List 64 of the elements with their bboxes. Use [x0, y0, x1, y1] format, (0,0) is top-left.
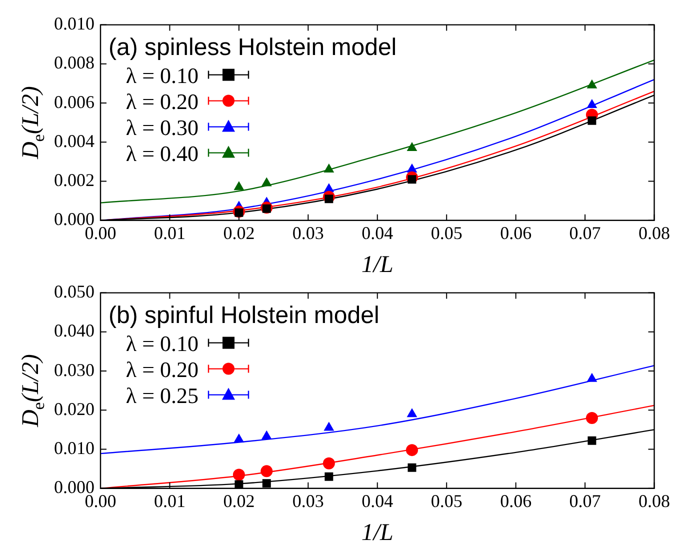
x-tick-label: 0.06: [500, 490, 532, 511]
x-tick-label: 0.01: [154, 490, 186, 511]
legend-label: λ = 0.10: [126, 330, 198, 356]
x-axis-title: 1/L: [361, 252, 394, 278]
point: [588, 116, 596, 125]
x-tick-label: 0.07: [569, 490, 601, 511]
point: [408, 463, 416, 472]
line-series: [100, 404, 654, 488]
x-tick-label: 0.04: [362, 222, 394, 243]
point: [261, 430, 272, 440]
y-tick-label: 0.020: [54, 398, 94, 419]
point: [406, 444, 418, 456]
y-tick-label: 0.030: [54, 360, 94, 380]
point: [232, 468, 245, 481]
y-tick-label: 0.002: [54, 170, 94, 190]
x-tick-label: 0.03: [292, 490, 324, 511]
y-tick-label: 0.008: [54, 52, 94, 73]
chart-title: (b) spinful Holstein model: [108, 302, 380, 329]
x-tick-label: 0.06: [500, 222, 532, 243]
x-tick-label: 0.05: [430, 490, 462, 511]
point: [586, 412, 598, 424]
legend-label: λ = 0.40: [126, 140, 198, 166]
y-axis-title: De(L/2): [18, 354, 48, 428]
x-tick-label: 0.04: [362, 490, 394, 511]
y-axis-title: De(L/2): [18, 86, 48, 160]
legend-label: λ = 0.10: [126, 62, 198, 88]
x-tick-label: 0.08: [638, 222, 670, 243]
y-tick-label: 0.006: [54, 92, 94, 112]
x-tick-label: 0.02: [223, 222, 255, 243]
x-tick-label: 0.01: [154, 222, 186, 243]
point: [586, 79, 598, 88]
point: [406, 142, 418, 152]
point: [406, 408, 418, 418]
point: [324, 472, 334, 481]
x-tick-label: 0.05: [430, 222, 462, 243]
y-tick-label: 0.004: [54, 130, 94, 151]
y-tick-label: 0.010: [54, 438, 94, 458]
y-tick-label: 0.050: [54, 282, 94, 302]
legend-label: λ = 0.20: [126, 88, 198, 114]
x-tick-label: 0.08: [638, 490, 670, 511]
point: [408, 175, 416, 184]
point: [324, 164, 334, 173]
point: [322, 457, 335, 470]
point: [234, 434, 244, 442]
x-axis-title: 1/L: [361, 520, 394, 546]
y-tick-label: 0.010: [54, 14, 94, 34]
x-tick-label: 0.02: [223, 490, 255, 511]
x-tick-label: 0.07: [569, 222, 601, 243]
line-series: [100, 59, 654, 204]
point: [324, 422, 334, 431]
point: [586, 98, 598, 108]
y-tick-label: 0.040: [54, 320, 94, 341]
x-tick-label: 0.03: [292, 222, 324, 243]
chart-title: (a) spinless Holstein model: [108, 34, 397, 61]
point: [234, 181, 244, 190]
legend-label: λ = 0.25: [126, 382, 198, 408]
point: [262, 479, 271, 488]
point: [586, 372, 598, 382]
point: [234, 480, 244, 488]
point: [261, 177, 272, 186]
point: [260, 465, 273, 478]
legend-label: λ = 0.20: [126, 356, 198, 382]
point: [588, 436, 596, 445]
legend-label: λ = 0.30: [126, 114, 198, 140]
